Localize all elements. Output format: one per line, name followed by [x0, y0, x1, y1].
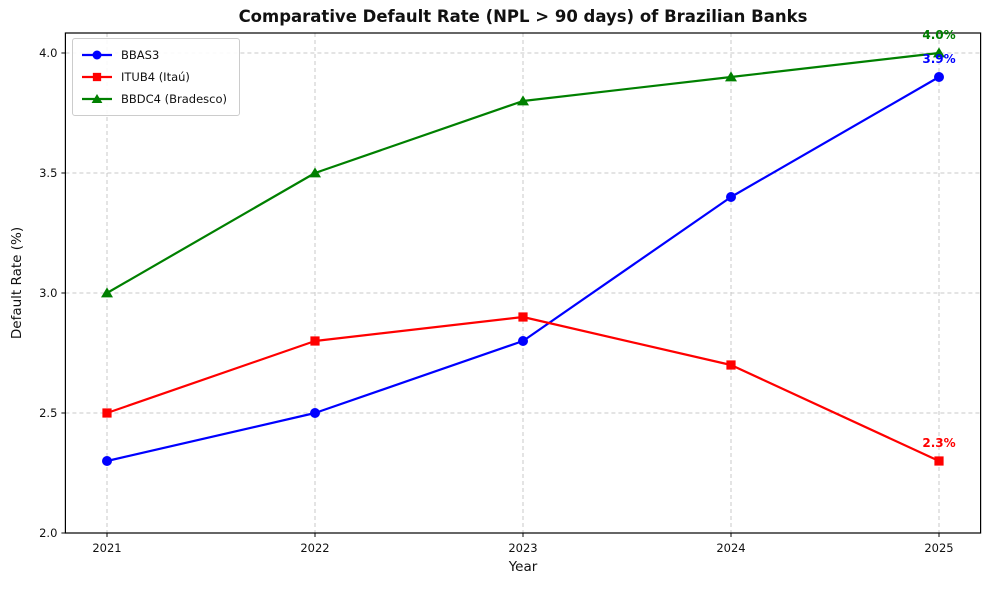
legend-label: BBDC4 (Bradesco)	[121, 92, 227, 106]
series-marker-circle	[92, 50, 102, 60]
series-marker-triangle	[725, 71, 737, 82]
series-marker-square	[934, 456, 944, 466]
series-marker-circle	[518, 335, 528, 346]
legend: BBAS3 ITUB4 (Itaú) BBDC4 (Bradesco)	[72, 38, 240, 116]
series-marker-square	[518, 312, 528, 322]
legend-line-square-icon	[82, 72, 112, 82]
series-marker-triangle	[517, 95, 529, 106]
series-marker-triangle	[101, 287, 113, 298]
series-marker-triangle	[91, 93, 103, 103]
y-axis-label: Default Rate (%)	[9, 226, 25, 340]
series-marker-square	[102, 408, 112, 418]
series-marker-circle	[102, 455, 112, 466]
series-marker-circle	[310, 407, 320, 418]
series-marker-triangle	[933, 47, 945, 58]
x-tick-label: 2024	[716, 541, 745, 555]
y-tick-label: 3.5	[39, 166, 57, 180]
series-marker-square	[726, 360, 736, 370]
x-axis-label: Year	[508, 559, 538, 575]
y-tick-label: 2.5	[39, 406, 57, 420]
y-tick-label: 4.0	[39, 46, 57, 60]
series-marker-triangle	[309, 167, 321, 178]
legend-label: ITUB4 (Itaú)	[121, 70, 190, 84]
plot-border	[64, 32, 982, 534]
x-tick-label: 2023	[508, 541, 537, 555]
x-tick-label: 2022	[300, 541, 329, 555]
x-tick-label: 2025	[924, 541, 953, 555]
y-tick-label: 2.0	[39, 526, 57, 540]
chart-title: Comparative Default Rate (NPL > 90 days)…	[238, 7, 808, 26]
legend-line-triangle-icon	[82, 93, 112, 103]
series-marker-circle	[934, 71, 944, 82]
y-tick-label: 3.0	[39, 286, 57, 300]
legend-item-bbas3: BBAS3	[80, 44, 227, 66]
legend-label: BBAS3	[121, 48, 160, 62]
legend-item-bbdc4: BBDC4 (Bradesco)	[80, 88, 227, 110]
annotation-itub4-final-value: 2.3%	[922, 435, 956, 450]
annotation-bbas3-final-value: 3.9%	[922, 51, 956, 66]
series-marker-square	[310, 336, 320, 346]
x-tick-label: 2021	[92, 541, 121, 555]
legend-item-itub4: ITUB4 (Itaú)	[80, 66, 227, 88]
series-marker-circle	[726, 191, 736, 202]
annotation-bbdc4-final-value: 4.0%	[922, 27, 956, 42]
series-marker-square	[92, 72, 102, 82]
legend-line-circle-icon	[82, 50, 112, 60]
